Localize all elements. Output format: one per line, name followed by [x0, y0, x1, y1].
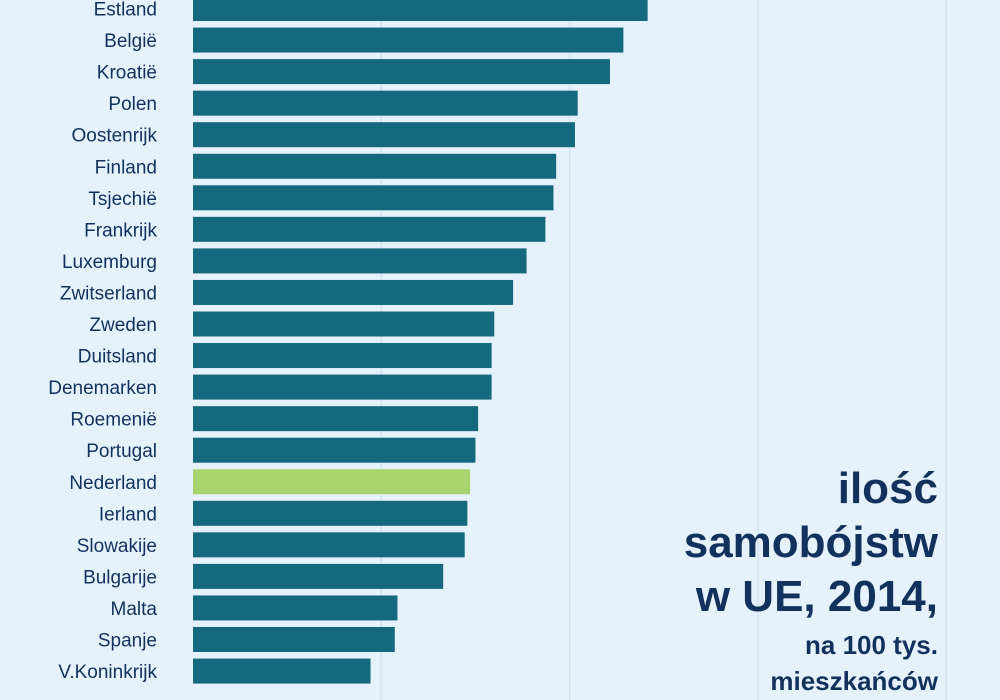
- category-label: Roemenië: [70, 410, 157, 431]
- bar: [193, 153, 557, 179]
- category-label: Spanje: [98, 631, 157, 652]
- subtitle-line-1: na 100 tys.: [805, 630, 938, 660]
- bar: [193, 595, 398, 621]
- bar: [193, 374, 492, 400]
- category-label: België: [104, 31, 157, 52]
- title-line-1: ilość: [837, 464, 938, 513]
- category-label: Slowakije: [77, 536, 157, 557]
- chart-title: ilość samobójstw w UE, 2014, na 100 tys.…: [684, 462, 938, 696]
- title-line-3: w UE, 2014,: [695, 572, 938, 621]
- bar: [193, 658, 371, 684]
- bar: [193, 469, 471, 495]
- category-label: Polen: [108, 94, 157, 115]
- bar: [193, 437, 476, 463]
- bar: [193, 311, 495, 337]
- category-label: Malta: [111, 599, 158, 620]
- category-label: Luxemburg: [62, 252, 157, 273]
- bar: [193, 248, 527, 274]
- bar: [193, 90, 578, 116]
- bar: [193, 0, 648, 21]
- bar: [193, 532, 465, 558]
- bar: [193, 279, 514, 305]
- category-label: Duitsland: [78, 347, 157, 368]
- category-label: Tsjechië: [88, 189, 157, 210]
- category-label: Portugal: [86, 441, 157, 462]
- category-label: Denemarken: [48, 378, 157, 399]
- category-labels: Estland België Kroatië Polen Oostenrijk Finla…: [48, 0, 157, 683]
- bar: [193, 406, 479, 432]
- category-label: Zweden: [89, 315, 157, 336]
- bars: [193, 0, 648, 684]
- category-label: Zwitserland: [60, 283, 157, 304]
- title-line-2: samobójstw: [683, 518, 938, 567]
- bar: [193, 627, 395, 652]
- bar: [193, 500, 468, 526]
- bar: [193, 122, 575, 148]
- category-label: V.Koninkrijk: [58, 662, 157, 683]
- subtitle-line-2: mieszkańców: [770, 666, 938, 696]
- category-label: Oostenrijk: [71, 126, 157, 147]
- category-label: Kroatië: [97, 63, 157, 84]
- category-label: Bulgarije: [83, 567, 157, 588]
- category-label: Estland: [94, 0, 157, 21]
- category-label: Nederland: [69, 473, 157, 494]
- bar: [193, 185, 554, 211]
- bar: [193, 59, 610, 85]
- category-label: Finland: [95, 157, 157, 178]
- category-label: Frankrijk: [84, 220, 157, 241]
- bar: [193, 343, 492, 369]
- bar: [193, 27, 624, 53]
- bar: [193, 563, 444, 589]
- category-label: Ierland: [99, 504, 157, 525]
- bar: [193, 216, 546, 242]
